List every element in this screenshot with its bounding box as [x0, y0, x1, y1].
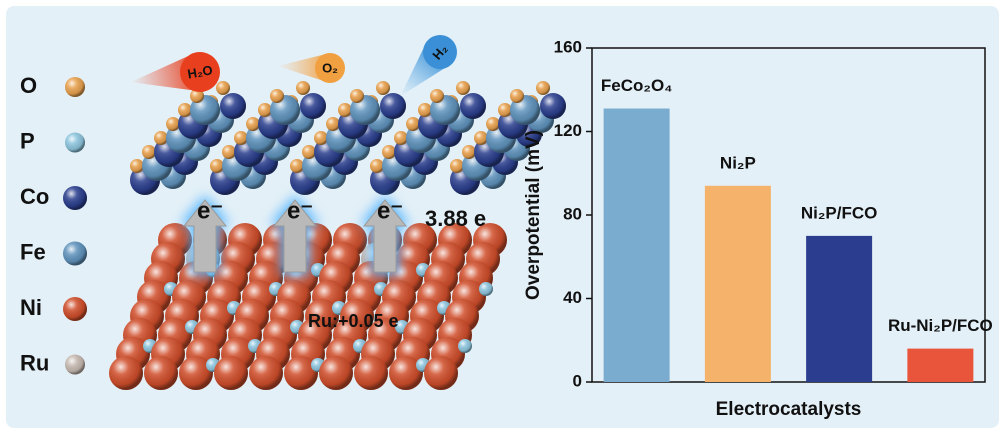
charge-transfer: 3.88 e [425, 206, 486, 231]
atom-shade [222, 145, 236, 159]
atom-shade [450, 159, 464, 173]
electron-label: e⁻ [377, 197, 403, 224]
y-tick-label: 160 [554, 37, 582, 56]
molecule-label: H₂O [186, 62, 214, 81]
molecule-head [423, 35, 457, 69]
molecule-label: O₂ [322, 60, 338, 75]
atom-shade [319, 356, 353, 390]
y-tick-label: 0 [573, 371, 582, 390]
bar [806, 235, 873, 382]
bar-chart: 0 40 80 120 160 Overpotential (mV) Electrocata… [523, 37, 993, 420]
atom-shade [300, 93, 326, 119]
atom-shade [63, 241, 87, 266]
electron-label: e⁻ [197, 197, 223, 224]
atom-shade [302, 145, 316, 159]
atom-shade [109, 356, 143, 390]
legend-label: Fe [20, 239, 46, 264]
atom-shade [144, 356, 178, 390]
molecule: O₂ [277, 53, 345, 83]
y-axis-label: Overpotential (mV) [523, 130, 544, 300]
atom-shade [179, 356, 213, 390]
atom-shade [540, 93, 566, 119]
atom-shade [510, 89, 524, 103]
arrow [272, 199, 318, 273]
bar [603, 108, 670, 382]
atom-shade [234, 131, 248, 145]
atom-shade [536, 81, 550, 95]
molecule-tail [277, 53, 330, 83]
y-tick-label: 40 [563, 288, 582, 307]
atom-shade [376, 81, 390, 95]
atom-shade [246, 117, 260, 131]
atom-shade [65, 77, 85, 97]
legend-label: Ru [20, 350, 49, 375]
arrow [362, 199, 408, 273]
bar-label: Ru-Ni₂P/FCO [888, 316, 993, 335]
atom-shade [220, 93, 246, 119]
atom-shade [63, 297, 87, 321]
atom-shade [418, 103, 432, 117]
atom-shade [142, 145, 156, 159]
atom-shade [354, 356, 388, 390]
atom-shade [389, 356, 423, 390]
atom-shade [479, 282, 493, 296]
atom-shade [210, 159, 224, 173]
atom-shade [424, 356, 458, 390]
molecule-head [315, 53, 345, 83]
legend-label: P [20, 128, 35, 153]
molecule-head [180, 52, 220, 92]
atom-shade [284, 356, 318, 390]
y-tick-label: 80 [563, 204, 582, 223]
atom-shade [430, 89, 444, 103]
atom-shade [474, 131, 488, 145]
atom-shade [190, 89, 204, 103]
atom-shade [290, 159, 304, 173]
molecule: H₂ [400, 35, 457, 97]
atom-shade [370, 159, 384, 173]
atom-shade [314, 131, 328, 145]
atom-shade [350, 89, 364, 103]
atom-shade [214, 356, 248, 390]
bar-label: Ni₂P/FCO [801, 203, 878, 222]
x-axis-label: Electrocatalysts [716, 399, 862, 420]
bar-label: FeCo₂O₄ [601, 76, 672, 95]
atom-shade [258, 103, 272, 117]
atom-shade [460, 93, 486, 119]
bar-label: Ni₂P [720, 153, 756, 172]
illustration: O P Co Fe Ni Ru e⁻ e⁻ e⁻ 3.88 e Ru:+0.05 e H₂O O₂ H₂ [20, 35, 566, 390]
atom-shade [249, 356, 283, 390]
atom-shade [63, 186, 87, 210]
atom-shade [65, 132, 85, 153]
electron-label: e⁻ [287, 197, 313, 224]
atom-shade [154, 131, 168, 145]
atom-shade [166, 117, 180, 131]
atom-shade [130, 159, 144, 173]
y-tick-label: 120 [554, 121, 582, 140]
atom-shade [326, 117, 340, 131]
atom-shade [462, 145, 476, 159]
atom-shade [270, 89, 284, 103]
bar [704, 185, 771, 382]
legend-label: Ni [20, 295, 42, 320]
atom-shade [406, 117, 420, 131]
atom-shade [458, 339, 472, 353]
atom-shade [338, 103, 352, 117]
ru-charge: Ru:+0.05 e [308, 311, 399, 331]
legend-label: Co [20, 184, 49, 209]
atom-shade [456, 81, 470, 95]
arrow [182, 199, 228, 273]
atom-shade [296, 81, 310, 95]
bar [907, 348, 974, 382]
atom-shade [382, 145, 396, 159]
atom-shade [65, 354, 85, 375]
atom-shade [178, 103, 192, 117]
atom-shade [486, 117, 500, 131]
legend-label: O [20, 73, 37, 98]
molecule: H₂O [130, 52, 220, 92]
atom-shade [216, 81, 230, 95]
atom-shade [394, 131, 408, 145]
atom-shade [498, 103, 512, 117]
atom-shade [380, 93, 406, 119]
